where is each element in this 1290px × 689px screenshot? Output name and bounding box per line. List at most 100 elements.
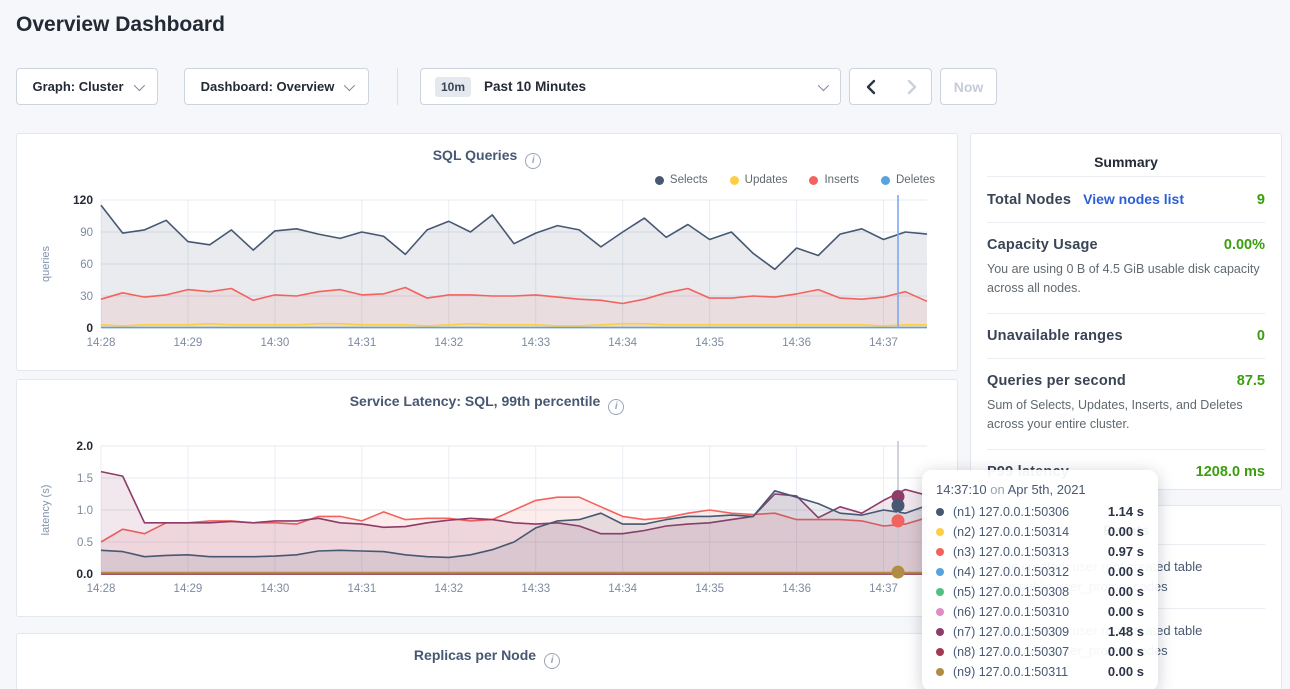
svg-text:14:29: 14:29 bbox=[174, 583, 203, 595]
svg-text:0.5: 0.5 bbox=[77, 537, 93, 549]
svg-text:14:36: 14:36 bbox=[782, 583, 811, 595]
info-icon[interactable]: i bbox=[525, 153, 541, 169]
svg-text:60: 60 bbox=[80, 259, 93, 271]
tooltip-row: (n6) 127.0.0.1:50310 0.00 s bbox=[936, 604, 1144, 619]
sql-queries-legend: Selects Updates Inserts Deletes bbox=[655, 174, 935, 186]
svg-text:14:37: 14:37 bbox=[869, 583, 898, 595]
svg-text:14:29: 14:29 bbox=[174, 337, 203, 349]
page-title: Overview Dashboard bbox=[16, 13, 225, 37]
svg-text:14:31: 14:31 bbox=[347, 337, 376, 349]
sql-queries-title: SQL Queriesi bbox=[17, 134, 957, 169]
graph-dropdown-label: Graph: Cluster bbox=[32, 79, 123, 94]
service-latency-title: Service Latency: SQL, 99th percentilei bbox=[17, 380, 957, 415]
replicas-per-node-card: Replicas per Nodei bbox=[16, 633, 958, 689]
tooltip-row: (n8) 127.0.0.1:50307 0.00 s bbox=[936, 644, 1144, 659]
total-nodes-value: 9 bbox=[1257, 192, 1265, 208]
svg-text:14:32: 14:32 bbox=[434, 583, 463, 595]
chevron-down-icon bbox=[133, 79, 144, 90]
svg-text:14:33: 14:33 bbox=[521, 583, 550, 595]
capacity-usage-value: 0.00% bbox=[1224, 237, 1265, 253]
chevron-left-icon bbox=[865, 79, 877, 95]
svg-text:queries: queries bbox=[40, 245, 52, 282]
time-range-badge: 10m bbox=[435, 77, 471, 97]
node-dot-icon bbox=[936, 548, 944, 556]
svg-text:14:28: 14:28 bbox=[87, 583, 116, 595]
svg-text:2.0: 2.0 bbox=[76, 439, 93, 453]
svg-text:1.5: 1.5 bbox=[77, 473, 93, 485]
svg-text:14:35: 14:35 bbox=[695, 583, 724, 595]
chevron-down-icon bbox=[344, 79, 355, 90]
updates-dot-icon bbox=[730, 176, 739, 185]
tooltip-row: (n1) 127.0.0.1:50306 1.14 s bbox=[936, 504, 1144, 519]
node-dot-icon bbox=[936, 648, 944, 656]
next-range-button[interactable] bbox=[892, 68, 932, 105]
svg-text:0.0: 0.0 bbox=[76, 567, 93, 581]
tooltip-row: (n3) 127.0.0.1:50313 0.97 s bbox=[936, 544, 1144, 559]
summary-item-capacity-usage: Capacity Usage 0.00% You are using 0 B o… bbox=[987, 222, 1265, 313]
node-dot-icon bbox=[936, 528, 944, 536]
node-dot-icon bbox=[936, 608, 944, 616]
node-dot-icon bbox=[936, 508, 944, 516]
svg-text:14:34: 14:34 bbox=[608, 583, 637, 595]
svg-text:14:28: 14:28 bbox=[87, 337, 116, 349]
time-range-dropdown[interactable]: 10m Past 10 Minutes bbox=[420, 68, 841, 105]
legend-item-selects: Selects bbox=[655, 174, 708, 186]
time-range-label: Past 10 Minutes bbox=[484, 79, 586, 94]
svg-text:0: 0 bbox=[86, 321, 93, 335]
inserts-dot-icon bbox=[809, 176, 818, 185]
summary-card: Summary Total Nodes View nodes list 9 Ca… bbox=[970, 133, 1282, 490]
svg-text:14:32: 14:32 bbox=[434, 337, 463, 349]
svg-text:14:31: 14:31 bbox=[347, 583, 376, 595]
node-dot-icon bbox=[936, 668, 944, 676]
view-nodes-list-link[interactable]: View nodes list bbox=[1083, 191, 1184, 207]
unavailable-ranges-value: 0 bbox=[1257, 328, 1265, 344]
sql-queries-card: SQL Queriesi Selects Updates Inserts Del… bbox=[16, 133, 958, 371]
chevron-right-icon bbox=[906, 79, 918, 95]
svg-text:14:36: 14:36 bbox=[782, 337, 811, 349]
now-button[interactable]: Now bbox=[940, 68, 997, 105]
legend-item-inserts: Inserts bbox=[809, 174, 859, 186]
graph-dropdown[interactable]: Graph: Cluster bbox=[16, 68, 158, 105]
svg-text:14:30: 14:30 bbox=[261, 337, 290, 349]
tooltip-timestamp: 14:37:10 on Apr 5th, 2021 bbox=[936, 482, 1144, 497]
latency-hover-tooltip: 14:37:10 on Apr 5th, 2021 (n1) 127.0.0.1… bbox=[922, 470, 1158, 689]
tooltip-row: (n5) 127.0.0.1:50308 0.00 s bbox=[936, 584, 1144, 599]
tooltip-row: (n7) 127.0.0.1:50309 1.48 s bbox=[936, 624, 1144, 639]
summary-title: Summary bbox=[971, 134, 1281, 176]
legend-item-deletes: Deletes bbox=[881, 174, 935, 186]
tooltip-row: (n4) 127.0.0.1:50312 0.00 s bbox=[936, 564, 1144, 579]
node-dot-icon bbox=[936, 588, 944, 596]
legend-item-updates: Updates bbox=[730, 174, 788, 186]
dashboard-dropdown[interactable]: Dashboard: Overview bbox=[184, 68, 369, 105]
tooltip-row: (n9) 127.0.0.1:50311 0.00 s bbox=[936, 664, 1144, 679]
p99-latency-value: 1208.0 ms bbox=[1196, 464, 1265, 480]
svg-text:1.0: 1.0 bbox=[77, 505, 93, 517]
node-dot-icon bbox=[936, 628, 944, 636]
svg-text:14:37: 14:37 bbox=[869, 337, 898, 349]
dashboard-dropdown-label: Dashboard: Overview bbox=[201, 79, 335, 94]
service-latency-card: Service Latency: SQL, 99th percentilei 0… bbox=[16, 379, 958, 617]
svg-text:14:33: 14:33 bbox=[521, 337, 550, 349]
service-latency-chart[interactable]: 0.0 0.5 1.0 1.5 2.0 14:28 14:29 14:30 14:31 14:32… bbox=[33, 432, 943, 602]
svg-text:120: 120 bbox=[73, 193, 93, 207]
prev-range-button[interactable] bbox=[849, 68, 893, 105]
deletes-dot-icon bbox=[881, 176, 890, 185]
summary-item-unavailable-ranges: Unavailable ranges 0 bbox=[987, 313, 1265, 358]
replicas-per-node-title: Replicas per Nodei bbox=[17, 634, 957, 669]
toolbar-divider bbox=[397, 68, 398, 105]
svg-text:14:34: 14:34 bbox=[608, 337, 637, 349]
selects-dot-icon bbox=[655, 176, 664, 185]
tooltip-row: (n2) 127.0.0.1:50314 0.00 s bbox=[936, 524, 1144, 539]
svg-text:14:35: 14:35 bbox=[695, 337, 724, 349]
svg-text:30: 30 bbox=[80, 291, 93, 303]
svg-text:90: 90 bbox=[80, 227, 93, 239]
summary-item-total-nodes: Total Nodes View nodes list 9 bbox=[987, 176, 1265, 222]
node-dot-icon bbox=[936, 568, 944, 576]
summary-item-queries-per-second: Queries per second 87.5 Sum of Selects, … bbox=[987, 358, 1265, 449]
sql-queries-chart[interactable]: 0 30 60 90 120 14:28 14:29 14:30 14:31 14:32 14:33… bbox=[33, 186, 943, 356]
chevron-down-icon bbox=[818, 79, 829, 90]
queries-per-second-value: 87.5 bbox=[1237, 373, 1265, 389]
info-icon[interactable]: i bbox=[608, 399, 624, 415]
info-icon[interactable]: i bbox=[544, 653, 560, 669]
svg-text:14:30: 14:30 bbox=[261, 583, 290, 595]
